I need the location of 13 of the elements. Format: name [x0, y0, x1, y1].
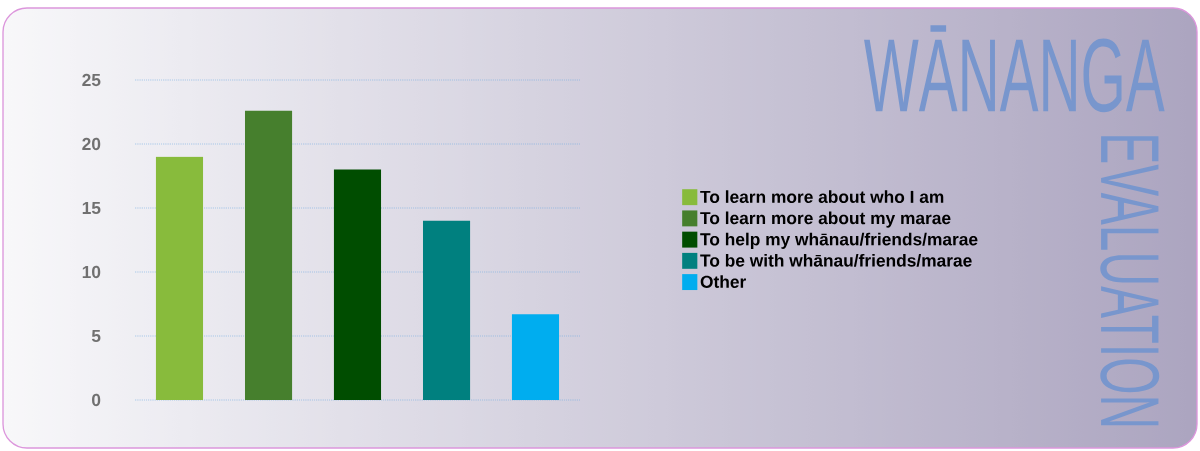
- legend-label: To help my whānau/friends/marae: [700, 232, 978, 249]
- legend-label: To learn more about my marae: [700, 211, 951, 228]
- text: WĀNANGA: [864, 25, 1165, 113]
- y-tick-label: 0: [92, 393, 101, 407]
- text: EVALUATION: [1100, 136, 1160, 426]
- y-tick-label: 20: [82, 137, 101, 151]
- y-tick-label: 10: [82, 265, 101, 279]
- y-tick-label: 25: [82, 73, 101, 87]
- legend-label: To learn more about who I am: [700, 190, 944, 203]
- y-tick-label: 5: [91, 329, 101, 343]
- legend-label: To be with whānau/friends/marae: [700, 253, 972, 267]
- legend-label: Other: [700, 275, 746, 288]
- y-tick-label: 15: [82, 201, 101, 215]
